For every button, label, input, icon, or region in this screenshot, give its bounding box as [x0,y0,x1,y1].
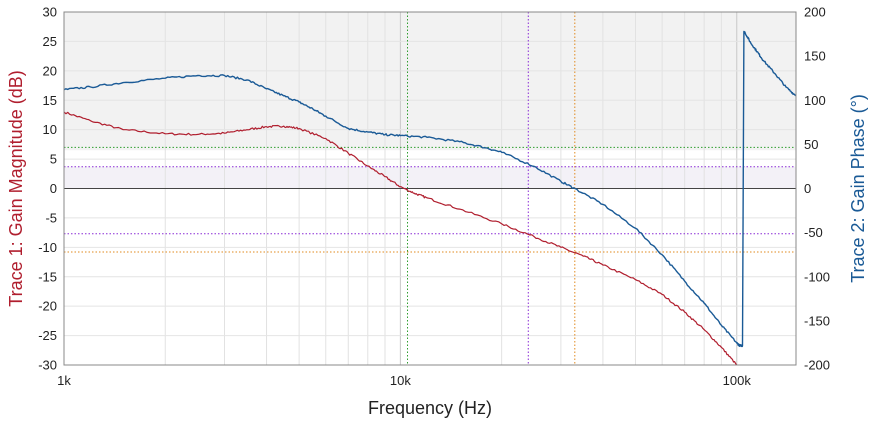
x-tick-labels: 1k 10k 100k [57,373,751,388]
y-right-tick-label: -100 [804,269,830,284]
y-left-tick-label: 0 [50,181,57,196]
y-left-tick-label: 10 [43,122,57,137]
y-left-tick-label: 30 [43,5,57,20]
x-tick-label: 100k [723,373,752,388]
y-right-tick-label: -200 [804,358,830,373]
shaded-band-1 [64,166,796,189]
reference-lines [64,12,796,365]
y-left-tick-label: -25 [38,328,57,343]
y-left-tick-label: -10 [38,240,57,255]
series-layer [63,30,797,366]
y-right-tick-label: 150 [804,49,826,64]
y-right-tick-label: 50 [804,137,818,152]
y-left-tick-label: -30 [38,358,57,373]
y-left-axis-label: Trace 1: Gain Magnitude (dB) [6,70,26,306]
x-tick-label: 10k [390,373,411,388]
y-right-tick-labels: 200 150 100 50 0 -50 -100 -150 -200 [804,5,830,373]
y-right-tick-label: -150 [804,313,830,328]
y-right-tick-label: -50 [804,225,823,240]
y-left-tick-label: -20 [38,299,57,314]
y-left-tick-label: 15 [43,93,57,108]
x-axis-label: Frequency (Hz) [368,398,492,418]
y-left-tick-label: -15 [38,269,57,284]
x-tick-label: 1k [57,373,71,388]
plot-frame [63,11,797,366]
y-right-axis-label: Trace 2: Gain Phase (°) [848,94,868,283]
series-line-2 [63,30,797,348]
y-left-tick-label: 25 [43,34,57,49]
y-left-tick-label: -5 [45,210,57,225]
y-left-tick-label: 5 [50,152,57,167]
shaded-band-0 [64,12,796,151]
shaded-bands [64,12,796,189]
series-line-1 [63,111,738,366]
y-left-tick-label: 20 [43,63,57,78]
y-right-tick-label: 200 [804,5,826,20]
y-right-tick-label: 100 [804,93,826,108]
y-right-tick-label: 0 [804,181,811,196]
y-left-tick-labels: 30 25 20 15 10 5 0 -5 -10 -15 -20 -25 -30 [38,5,57,373]
